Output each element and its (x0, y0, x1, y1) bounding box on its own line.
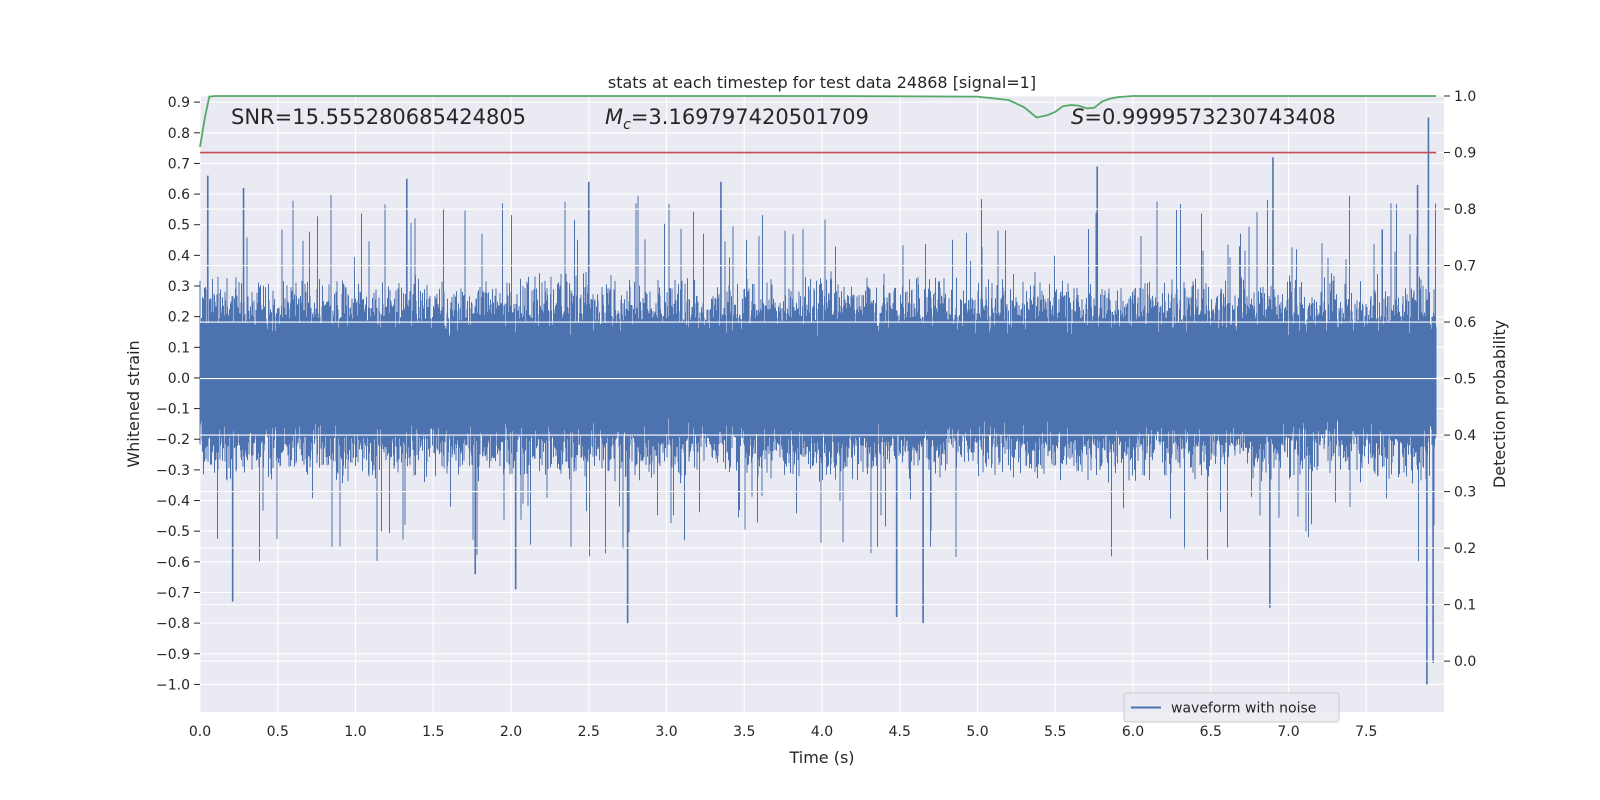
series-layer (199, 95, 1444, 685)
y-left-tick-label: 0.6 (168, 187, 190, 203)
x-axis-label: Time (s) (788, 748, 854, 767)
x-tick-label: 3.0 (655, 724, 677, 740)
y-right-tick-label: 0.6 (1454, 315, 1476, 331)
x-tick-label: 4.5 (889, 724, 911, 740)
y-right-tick-label: 0.5 (1454, 372, 1476, 388)
y-right-tick-label: 0.8 (1454, 202, 1476, 218)
y-right-tick-label: 0.1 (1454, 598, 1476, 614)
legend: waveform with noise (1123, 692, 1340, 723)
s-annotation: S=0.9999573230743408 (1071, 105, 1336, 129)
x-tick-label: 5.5 (1044, 724, 1066, 740)
y-left-tick-label: 0.1 (168, 340, 190, 356)
y-left-tick-label: 0.0 (168, 371, 190, 387)
x-tick-label: 2.5 (578, 724, 600, 740)
x-tick-label: 1.5 (422, 724, 444, 740)
x-tick-label: 3.5 (733, 724, 755, 740)
y-left-tick-label: −0.9 (156, 647, 190, 663)
s-value: =0.9999573230743408 (1084, 105, 1335, 129)
snr-annotation: SNR=15.555280685424805 (231, 105, 526, 129)
x-tick-label: 6.0 (1122, 724, 1144, 740)
y-left-tick-label: 0.7 (168, 156, 190, 172)
y-right-tick-label: 1.0 (1454, 89, 1476, 105)
y-left-tick-label: −0.5 (156, 524, 190, 540)
y-left-tick-label: −0.3 (156, 463, 190, 479)
y-left-tick-label: −0.4 (156, 494, 190, 510)
waveform-line (199, 195, 1437, 562)
y-right-tick-label: 0.9 (1454, 146, 1476, 162)
y-left-tick-label: 0.9 (168, 95, 190, 111)
y-left-tick-label: −1.0 (156, 677, 190, 693)
y-left-tick-label: 0.8 (168, 126, 190, 142)
chirp-mass-symbol: M (605, 105, 623, 129)
x-tick-label: 5.0 (966, 724, 988, 740)
x-tick-label: 7.5 (1355, 724, 1377, 740)
y-right-tick-label: 0.2 (1454, 541, 1476, 557)
y-axis-right-label: Detection probability (1490, 320, 1509, 488)
x-tick-label: 4.0 (811, 724, 833, 740)
y-right-tick-label: 0.0 (1454, 654, 1476, 670)
x-tick-label: 1.0 (344, 724, 366, 740)
x-tick-label: 7.0 (1277, 724, 1299, 740)
y-left-tick-label: −0.2 (156, 432, 190, 448)
ticks-layer: 0.0 0.5 1.0 1.5 2.0 2.5 3.0 3.5 4.0 4.5 5.0 5.5 6.0 6… (156, 89, 1476, 740)
s-symbol: S (1071, 105, 1084, 129)
y-axis-left-label: Whitened strain (124, 340, 143, 467)
legend-box (1123, 692, 1340, 723)
legend-label-waveform: waveform with noise (1171, 701, 1316, 717)
x-tick-label: 2.0 (500, 724, 522, 740)
x-tick-label: 0.0 (189, 724, 211, 740)
y-left-tick-label: −0.6 (156, 555, 190, 571)
y-left-tick-label: 0.3 (168, 279, 190, 295)
y-right-tick-label: 0.4 (1454, 428, 1476, 444)
x-tick-label: 0.5 (267, 724, 289, 740)
chirp-mass-value: =3.169797420501709 (631, 105, 869, 129)
y-left-tick-label: −0.1 (156, 402, 190, 418)
y-right-tick-label: 0.7 (1454, 259, 1476, 275)
y-left-tick-label: 0.5 (168, 218, 190, 234)
chirp-mass-annotation: Mc=3.169797420501709 (605, 105, 869, 133)
y-left-tick-label: 0.4 (168, 248, 190, 264)
y-left-tick-label: −0.8 (156, 616, 190, 632)
x-tick-label: 6.5 (1200, 724, 1222, 740)
y-right-tick-label: 0.3 (1454, 485, 1476, 501)
chirp-mass-subscript: c (623, 117, 631, 133)
y-left-tick-label: −0.7 (156, 585, 190, 601)
y-left-tick-label: 0.2 (168, 310, 190, 326)
chart-title: stats at each timestep for test data 248… (608, 73, 1036, 92)
detection-probability-line (199, 95, 1437, 148)
